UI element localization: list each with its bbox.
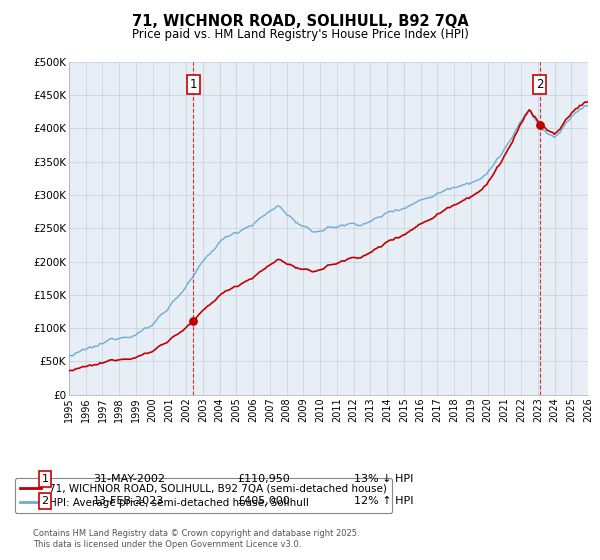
Text: 2: 2 (536, 78, 544, 91)
Text: £405,000: £405,000 (237, 496, 290, 506)
Point (188, 316, 198, 325)
Text: 2: 2 (41, 496, 49, 506)
Text: Contains HM Land Registry data © Crown copyright and database right 2025.
This d: Contains HM Land Registry data © Crown c… (33, 529, 359, 549)
Text: £110,950: £110,950 (237, 474, 290, 484)
Text: 13-FEB-2023: 13-FEB-2023 (93, 496, 164, 506)
Text: Price paid vs. HM Land Registry's House Price Index (HPI): Price paid vs. HM Land Registry's House … (131, 28, 469, 41)
Text: 1: 1 (190, 78, 197, 91)
Text: 1: 1 (41, 474, 49, 484)
Text: 12% ↑ HPI: 12% ↑ HPI (354, 496, 413, 506)
Point (535, 120, 545, 129)
Text: 31-MAY-2002: 31-MAY-2002 (93, 474, 165, 484)
Text: 13% ↓ HPI: 13% ↓ HPI (354, 474, 413, 484)
Legend: 71, WICHNOR ROAD, SOLIHULL, B92 7QA (semi-detached house), HPI: Average price, s: 71, WICHNOR ROAD, SOLIHULL, B92 7QA (sem… (14, 478, 392, 513)
Text: 71, WICHNOR ROAD, SOLIHULL, B92 7QA: 71, WICHNOR ROAD, SOLIHULL, B92 7QA (131, 14, 469, 29)
